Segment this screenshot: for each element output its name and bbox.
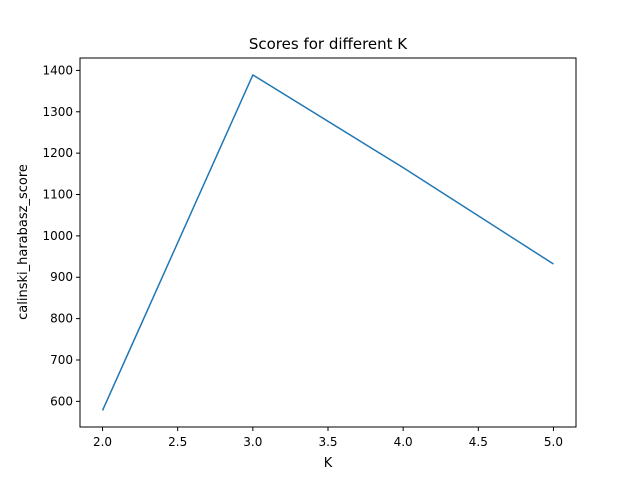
x-axis-label: K xyxy=(324,456,333,471)
series-layer xyxy=(101,74,554,411)
y-tick-label: 700 xyxy=(50,353,73,367)
chart-title: Scores for different K xyxy=(249,35,408,53)
x-tick-label: 2.5 xyxy=(168,435,187,449)
y-axis-ticks: 600 700 800 900 1000 1100 1200 1300 1400 xyxy=(42,63,80,408)
x-tick-label: 2.0 xyxy=(93,435,112,449)
y-tick-label: 800 xyxy=(50,312,73,326)
plot-frame xyxy=(79,57,577,428)
x-tick-label: 4.0 xyxy=(394,435,413,449)
x-tick-label: 5.0 xyxy=(544,435,563,449)
x-tick-label: 3.0 xyxy=(243,435,262,449)
series-line-0 xyxy=(101,74,554,411)
x-axis-ticks: 2.0 2.5 3.0 3.5 4.0 4.5 5.0 xyxy=(93,427,563,449)
y-tick-label: 900 xyxy=(50,270,73,284)
y-tick-label: 600 xyxy=(50,394,73,408)
y-axis-label: calinski_harabasz_score xyxy=(16,164,31,320)
y-tick-label: 1300 xyxy=(42,105,73,119)
x-tick-label: 3.5 xyxy=(318,435,337,449)
x-tick-label: 4.5 xyxy=(469,435,488,449)
y-tick-label: 1200 xyxy=(42,146,73,160)
y-tick-label: 1400 xyxy=(42,63,73,77)
y-tick-label: 1100 xyxy=(42,188,73,202)
y-tick-label: 1000 xyxy=(42,229,73,243)
